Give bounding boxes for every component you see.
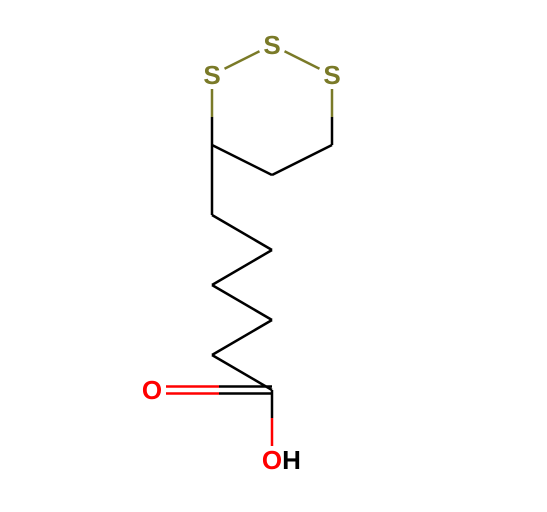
svg-text:S: S: [263, 30, 280, 60]
molecule-canvas: SSSOOH: [0, 0, 547, 512]
svg-text:H: H: [282, 445, 301, 475]
svg-text:S: S: [323, 60, 340, 90]
svg-text:S: S: [203, 60, 220, 90]
svg-text:O: O: [262, 445, 282, 475]
svg-text:O: O: [142, 375, 162, 405]
